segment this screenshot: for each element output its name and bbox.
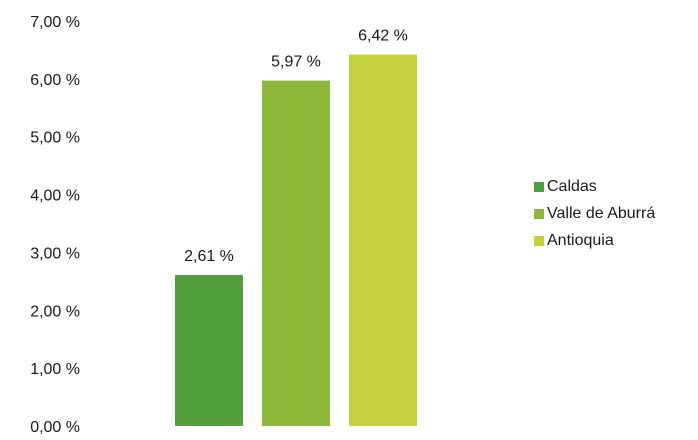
y-tick-label: 1,00 %	[30, 361, 80, 378]
legend-item-valle-de-aburra: Valle de Aburrá	[534, 200, 655, 227]
legend: Caldas Valle de Aburrá Antioquia	[534, 173, 655, 254]
legend-item-caldas: Caldas	[534, 173, 655, 200]
legend-label-antioquia: Antioquia	[547, 231, 614, 249]
y-tick-label: 7,00 %	[30, 14, 80, 31]
legend-label-valle-de-aburra: Valle de Aburrá	[547, 204, 656, 222]
legend-swatch-antioquia	[534, 235, 544, 246]
y-tick-label: 2,00 %	[30, 303, 80, 320]
bar-valle-de-aburra	[262, 80, 330, 426]
y-tick-label: 0,00 %	[30, 419, 80, 435]
y-tick-label: 4,00 %	[30, 188, 80, 205]
legend-swatch-caldas	[534, 181, 544, 192]
legend-label-caldas: Caldas	[547, 177, 597, 195]
legend-item-antioquia: Antioquia	[534, 227, 655, 254]
data-label-valle-de-aburra: 5,97 %	[271, 54, 321, 71]
legend-swatch-valle-de-aburra	[534, 208, 544, 219]
bar-antioquia	[349, 54, 417, 427]
data-label-caldas: 2,61 %	[184, 248, 234, 265]
bar-caldas	[175, 274, 243, 426]
y-tick-label: 5,00 %	[30, 130, 80, 147]
data-label-antioquia: 6,42 %	[358, 28, 408, 45]
y-tick-label: 6,00 %	[30, 72, 80, 89]
y-tick-label: 3,00 %	[30, 245, 80, 262]
